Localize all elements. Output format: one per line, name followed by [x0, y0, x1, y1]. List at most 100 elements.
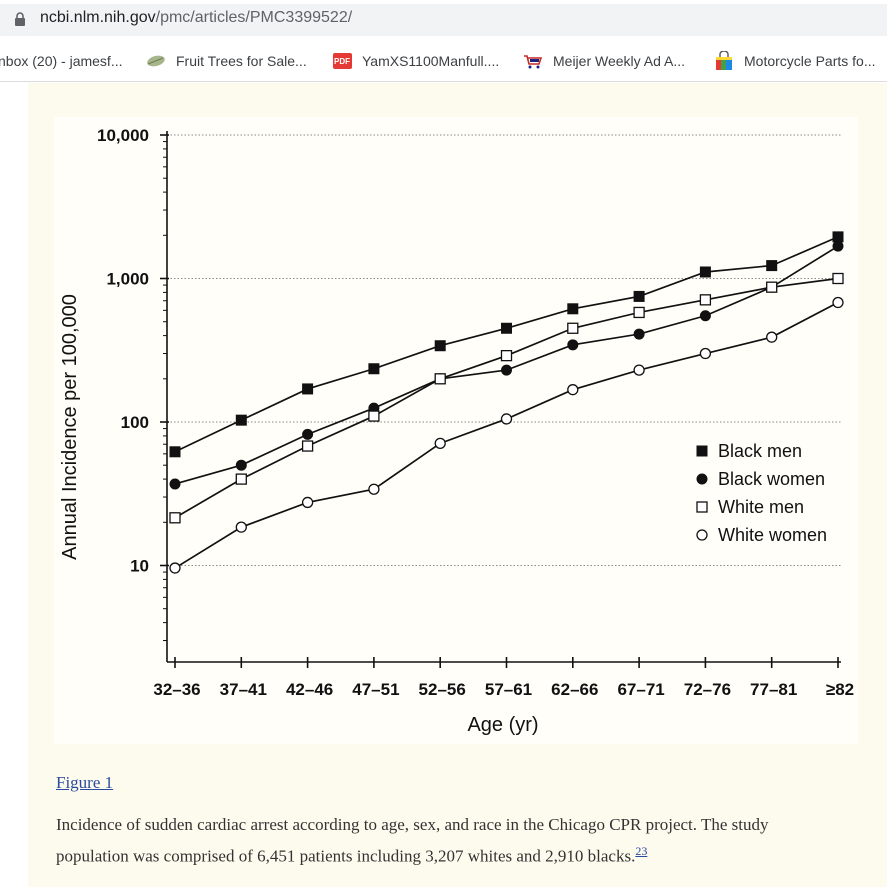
series-layer	[169, 231, 844, 574]
y-axis-label: Annual Incidence per 100,000	[59, 294, 81, 560]
data-point-circle-open	[633, 364, 645, 376]
data-point-circle-open	[567, 384, 579, 396]
bookmark-inbox[interactable]: nbox (20) - jamesf...	[0, 51, 123, 71]
data-point-square-open	[235, 473, 247, 485]
data-point-square-filled	[501, 322, 512, 334]
bookmark-label: nbox (20) - jamesf...	[0, 53, 123, 69]
url-text[interactable]: ncbi.nlm.nih.gov/pmc/articles/PMC3399522…	[40, 9, 352, 27]
data-point-square-open	[301, 440, 314, 452]
data-point-circle-open	[301, 496, 314, 509]
incidence-chart: 10,000 1,000 100 10 32–36 37–41 42–46 47–51 52–5…	[59, 126, 854, 736]
data-point-square-open	[832, 272, 844, 285]
data-point-square-open	[368, 410, 380, 422]
url-path: /pmc/articles/PMC3399522/	[155, 9, 353, 26]
data-point-square-filled	[567, 303, 579, 315]
x-tick-label: ≥82	[826, 680, 854, 699]
x-tick-label: 72–76	[684, 680, 731, 699]
data-point-square-filled	[368, 363, 380, 375]
data-point-circle-open	[368, 483, 380, 495]
data-point-circle-filled	[699, 310, 711, 322]
legend-label: Black men	[718, 441, 802, 461]
shopping-bag-icon	[714, 51, 734, 71]
figure-caption: Incidence of sudden cardiac arrest accor…	[56, 811, 836, 870]
y-tick-label: 10,000	[97, 126, 149, 145]
data-point-square-filled	[766, 260, 778, 272]
x-tick-label: 37–41	[220, 680, 267, 699]
y-tick-label: 10	[130, 557, 149, 576]
y-tick-label: 100	[121, 413, 149, 432]
data-point-circle-filled	[302, 428, 314, 440]
data-point-circle-filled	[235, 459, 247, 471]
data-point-circle-filled	[567, 339, 579, 351]
x-tick-label: 42–46	[286, 680, 333, 699]
cart-icon	[523, 51, 543, 71]
bookmark-meijer[interactable]: Meijer Weekly Ad A...	[523, 51, 685, 71]
series-white-men	[169, 272, 844, 524]
data-point-square-filled	[633, 290, 645, 302]
series-white-women	[169, 296, 844, 574]
data-point-square-filled	[832, 231, 844, 243]
data-point-circle-open	[235, 521, 247, 533]
figure-image[interactable]: 10,000 1,000 100 10 32–36 37–41 42–46 47–51 52–5…	[54, 117, 858, 744]
data-point-square-open	[766, 281, 778, 293]
legend-marker	[696, 529, 708, 541]
legend-label: Black women	[718, 469, 825, 489]
bookmark-pdf[interactable]: PDF YamXS1100Manfull....	[332, 51, 499, 71]
data-point-circle-filled	[501, 364, 512, 376]
legend: Black men Black women White men White women	[696, 441, 827, 545]
data-point-square-open	[500, 349, 513, 362]
url-domain: ncbi.nlm.nih.gov	[40, 9, 156, 26]
data-point-circle-open	[832, 296, 844, 309]
bookmark-label: YamXS1100Manfull....	[362, 53, 500, 69]
data-point-circle-filled	[633, 328, 645, 340]
data-point-square-open	[567, 322, 579, 334]
reference-link[interactable]: 23	[635, 844, 648, 858]
x-tick-label: 62–66	[551, 680, 598, 699]
data-point-circle-filled	[832, 240, 844, 252]
bookmark-label: Motorcycle Parts fo...	[744, 53, 876, 69]
lock-icon[interactable]	[14, 12, 26, 26]
data-point-square-open	[169, 512, 181, 524]
leaf-icon	[146, 51, 166, 71]
data-point-circle-open	[766, 331, 778, 343]
data-point-circle-open	[434, 437, 446, 449]
legend-marker	[696, 445, 708, 457]
data-point-square-filled	[235, 414, 247, 426]
legend-label: White men	[718, 497, 804, 517]
x-tick-label: 77–81	[750, 680, 797, 699]
bookmark-label: Fruit Trees for Sale...	[176, 53, 307, 69]
pdf-badge: PDF	[332, 53, 352, 69]
bookmark-motorcycle[interactable]: Motorcycle Parts fo...	[714, 51, 875, 71]
x-tick-label: 57–61	[485, 680, 532, 699]
data-point-square-filled	[434, 340, 446, 352]
y-tick-label: 1,000	[106, 270, 149, 289]
url-field[interactable]	[0, 4, 887, 36]
bookmarks-bar: nbox (20) - jamesf... Fruit Trees for Sa…	[0, 40, 887, 82]
series-black-men	[169, 231, 844, 458]
bookmark-label: Meijer Weekly Ad A...	[553, 53, 686, 69]
data-point-circle-filled	[169, 478, 181, 490]
x-tick-label: 52–56	[419, 680, 466, 699]
data-point-square-open	[434, 373, 446, 385]
bookmark-fruit-trees[interactable]: Fruit Trees for Sale...	[146, 51, 307, 71]
data-point-circle-open	[699, 347, 712, 360]
data-point-circle-open	[500, 413, 513, 425]
pdf-icon: PDF	[332, 51, 352, 71]
data-point-square-filled	[699, 266, 711, 278]
data-point-square-filled	[169, 446, 181, 458]
caption-body: Incidence of sudden cardiac arrest accor…	[56, 815, 769, 866]
axes: 10,000 1,000 100 10 32–36 37–41 42–46 47–51 52–5…	[97, 126, 854, 699]
data-point-circle-open	[169, 562, 181, 574]
x-axis-label: Age (yr)	[467, 714, 538, 736]
data-point-square-filled	[302, 383, 314, 395]
x-tick-label: 67–71	[617, 680, 664, 699]
address-bar: ncbi.nlm.nih.gov/pmc/articles/PMC3399522…	[0, 0, 887, 40]
x-tick-label: 47–51	[352, 680, 399, 699]
data-point-square-open	[633, 306, 645, 319]
legend-marker	[696, 473, 708, 485]
legend-label: White women	[718, 525, 827, 545]
x-tick-label: 32–36	[153, 680, 200, 699]
legend-marker	[696, 501, 708, 513]
figure-link[interactable]: Figure 1	[56, 773, 114, 792]
data-point-square-open	[699, 294, 712, 306]
